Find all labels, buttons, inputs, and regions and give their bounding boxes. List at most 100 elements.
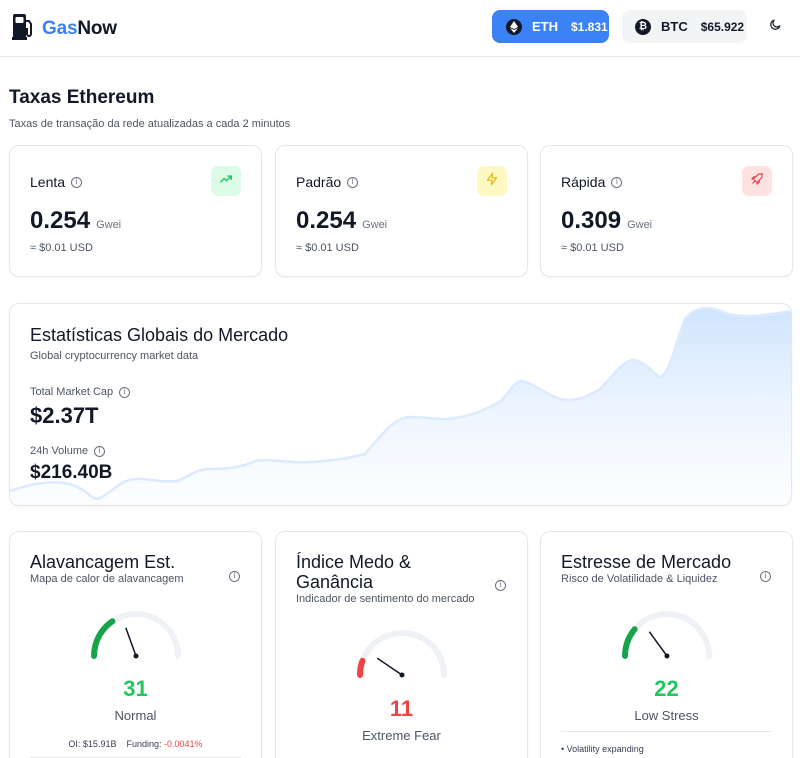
gauge-track bbox=[91, 611, 181, 659]
leverage-info: i bbox=[229, 565, 240, 583]
top-bar: GasNow ETH $1.831 ₿ BTC $65.922 bbox=[0, 0, 800, 57]
trending-up-icon bbox=[219, 172, 233, 191]
gauge-needle bbox=[648, 631, 668, 657]
brand-part-gas: Gas bbox=[42, 17, 78, 39]
fee-card-standard: Padrão i 0.254 Gwei ≈ $0.01 USD bbox=[275, 145, 528, 277]
info-icon[interactable]: i bbox=[94, 445, 106, 457]
bitcoin-icon: ₿ bbox=[635, 18, 651, 35]
btc-price: $65.922 bbox=[700, 19, 745, 34]
brand-name: GasNow bbox=[42, 18, 117, 40]
fear-greed-info: i bbox=[495, 574, 506, 592]
gauge-pivot bbox=[399, 672, 405, 678]
gauge-track bbox=[357, 630, 447, 678]
funding-label: Funding: bbox=[126, 739, 162, 749]
fee-icon-box-fast bbox=[742, 166, 772, 196]
gauge-needle bbox=[376, 657, 403, 676]
info-icon[interactable]: i bbox=[495, 579, 506, 591]
market-title: Estatísticas Globais do Mercado bbox=[30, 325, 289, 345]
btc-price-button[interactable]: ₿ BTC $65.922 bbox=[622, 10, 747, 43]
fee-card-slow: Lenta i 0.254 Gwei ≈ $0.01 USD bbox=[9, 145, 262, 277]
fee-icon-box-standard bbox=[477, 166, 507, 196]
gas-pump-icon bbox=[12, 12, 34, 45]
fee-usd-fast: ≈ $0.01 USD bbox=[561, 242, 624, 254]
market-stress-subtitle: Risco de Volatilidade & Liquidez bbox=[561, 573, 718, 585]
info-icon[interactable]: i bbox=[347, 176, 359, 188]
leverage-status: Normal bbox=[114, 708, 157, 723]
fee-amount: 0.254 bbox=[30, 207, 91, 234]
market-stress-status: Low Stress bbox=[634, 708, 699, 723]
market-cap-label: Total Market Cap i bbox=[30, 386, 131, 398]
lightning-icon bbox=[485, 172, 499, 191]
market-stress-title: Estresse de Mercado bbox=[561, 552, 732, 572]
fee-value-standard: 0.254 Gwei bbox=[296, 207, 387, 235]
stress-bullet: • Volatility expanding bbox=[561, 744, 644, 754]
leverage-subtitle: Mapa de calor de alavancagem bbox=[30, 573, 184, 585]
fee-usd-slow: ≈ $0.01 USD bbox=[30, 242, 93, 254]
fee-usd-standard: ≈ $0.01 USD bbox=[296, 242, 359, 254]
gauge-pivot bbox=[133, 653, 139, 659]
fear-greed-status: Extreme Fear bbox=[362, 728, 441, 743]
gauge-fill bbox=[356, 657, 366, 678]
gauge-track bbox=[622, 611, 712, 659]
theme-toggle-button[interactable] bbox=[764, 16, 786, 38]
gauge-fill bbox=[622, 626, 638, 659]
volume-value: $216.40B bbox=[30, 462, 113, 483]
fee-label-standard: Padrão i bbox=[296, 174, 359, 190]
rocket-icon bbox=[750, 172, 764, 191]
page-title: Taxas Ethereum bbox=[9, 87, 155, 108]
fee-label-text: Lenta bbox=[30, 174, 66, 190]
eth-symbol: ETH bbox=[532, 19, 558, 34]
funding-value: -0.0041% bbox=[164, 739, 203, 749]
market-stress-card: Estresse de Mercado Risco de Volatilidad… bbox=[540, 531, 793, 758]
fee-label-text: Rápida bbox=[561, 174, 606, 190]
fee-unit: Gwei bbox=[627, 219, 653, 231]
info-icon[interactable]: i bbox=[611, 176, 623, 188]
fear-greed-card: Índice Medo & Ganância Indicador de sent… bbox=[275, 531, 528, 758]
fear-greed-title: Índice Medo & Ganância bbox=[296, 552, 412, 592]
fee-unit: Gwei bbox=[362, 219, 388, 231]
info-icon[interactable]: i bbox=[229, 570, 240, 582]
market-stress-value: 22 bbox=[654, 676, 679, 701]
leverage-gauge bbox=[91, 611, 181, 659]
fee-label-text: Padrão bbox=[296, 174, 342, 190]
leverage-card: Alavancagem Est. Mapa de calor de alavan… bbox=[9, 531, 262, 758]
leverage-value: 31 bbox=[123, 676, 148, 701]
fee-amount: 0.254 bbox=[296, 207, 357, 234]
fee-card-fast: Rápida i 0.309 Gwei ≈ $0.01 USD bbox=[540, 145, 793, 277]
market-cap-value: $2.37T bbox=[30, 403, 99, 428]
market-stress-gauge bbox=[622, 611, 712, 659]
moon-icon bbox=[769, 18, 782, 36]
market-subtitle: Global cryptocurrency market data bbox=[30, 350, 199, 362]
volume-label: 24h Volume i bbox=[30, 445, 106, 457]
market-cap-label-text: Total Market Cap bbox=[30, 386, 114, 398]
fear-greed-gauge bbox=[356, 630, 447, 678]
info-icon[interactable]: i bbox=[760, 570, 771, 582]
market-sparkline bbox=[10, 306, 791, 505]
fee-amount: 0.309 bbox=[561, 207, 622, 234]
fee-unit: Gwei bbox=[96, 219, 122, 231]
gauge-needle bbox=[125, 627, 137, 657]
market-stress-info: i bbox=[760, 565, 771, 583]
fear-greed-value: 11 bbox=[389, 696, 414, 721]
ethereum-icon bbox=[506, 18, 522, 35]
brand-part-now: Now bbox=[77, 17, 117, 39]
gauge-pivot bbox=[664, 653, 670, 659]
gauge-fill bbox=[91, 618, 116, 659]
info-icon[interactable]: i bbox=[71, 176, 83, 188]
leverage-footer: OI: $15.91B Funding: -0.0041% bbox=[10, 739, 261, 749]
info-icon[interactable]: i bbox=[119, 386, 131, 398]
fee-value-fast: 0.309 Gwei bbox=[561, 207, 652, 235]
open-interest: OI: $15.91B bbox=[68, 739, 117, 749]
eth-price-button[interactable]: ETH $1.831 bbox=[492, 10, 609, 43]
logo[interactable]: GasNow bbox=[12, 12, 117, 45]
page-subtitle: Taxas de transação da rede atualizadas a… bbox=[9, 118, 291, 130]
divider bbox=[561, 731, 772, 732]
leverage-title: Alavancagem Est. bbox=[30, 552, 176, 572]
btc-symbol: BTC bbox=[661, 19, 688, 34]
market-stats-card: Estatísticas Globais do Mercado Global c… bbox=[9, 303, 792, 506]
eth-price: $1.831 bbox=[571, 19, 608, 34]
volume-label-text: 24h Volume bbox=[30, 445, 89, 457]
fear-greed-subtitle: Indicador de sentimento do mercado bbox=[296, 593, 475, 605]
fee-icon-box-slow bbox=[211, 166, 241, 196]
fee-label-fast: Rápida i bbox=[561, 174, 623, 190]
